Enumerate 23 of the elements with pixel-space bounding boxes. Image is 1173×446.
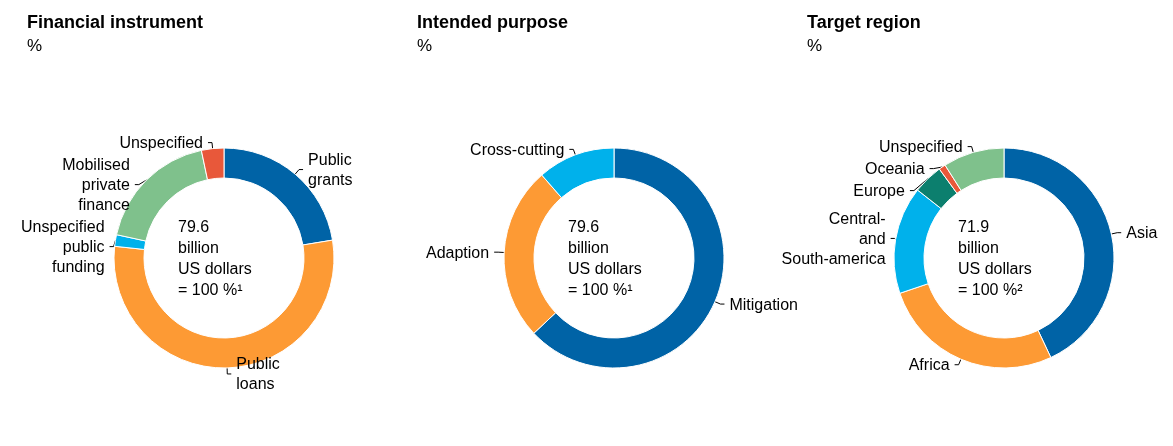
chart-subtitle: % <box>417 36 433 55</box>
slice-label: Asia <box>1126 224 1158 242</box>
slice-label: Mobilised private finance <box>62 156 130 214</box>
slice-label: Unspecified <box>879 138 963 156</box>
text: 79.6 billion US dollars = 100 %¹ <box>178 218 252 298</box>
slice-label: Europe <box>853 182 906 200</box>
slice-label: Central- and South-america <box>781 209 886 267</box>
slice-label: Public grants <box>308 151 353 189</box>
slice-label: Oceania <box>864 160 925 178</box>
slice-label: Unspecified <box>119 134 203 152</box>
chart-title: Financial instrument <box>27 12 204 32</box>
slice-label: Unspecified public funding <box>20 218 105 276</box>
slice-label: Adaption <box>425 243 490 261</box>
text: 79.6 billion US dollars = 100 %¹ <box>568 218 642 298</box>
slice-label: Mitigation <box>729 295 798 313</box>
text: 71.9 billion US dollars = 100 %² <box>958 218 1032 298</box>
chart-subtitle: % <box>27 36 43 55</box>
chart-subtitle: % <box>807 36 823 55</box>
chart-title: Intended purpose <box>417 12 569 32</box>
slice-label: Africa <box>908 356 950 374</box>
chart-title: Target region <box>807 12 921 32</box>
slice-label: Cross-cutting <box>470 140 565 158</box>
slice-label: Public loans <box>236 355 280 393</box>
